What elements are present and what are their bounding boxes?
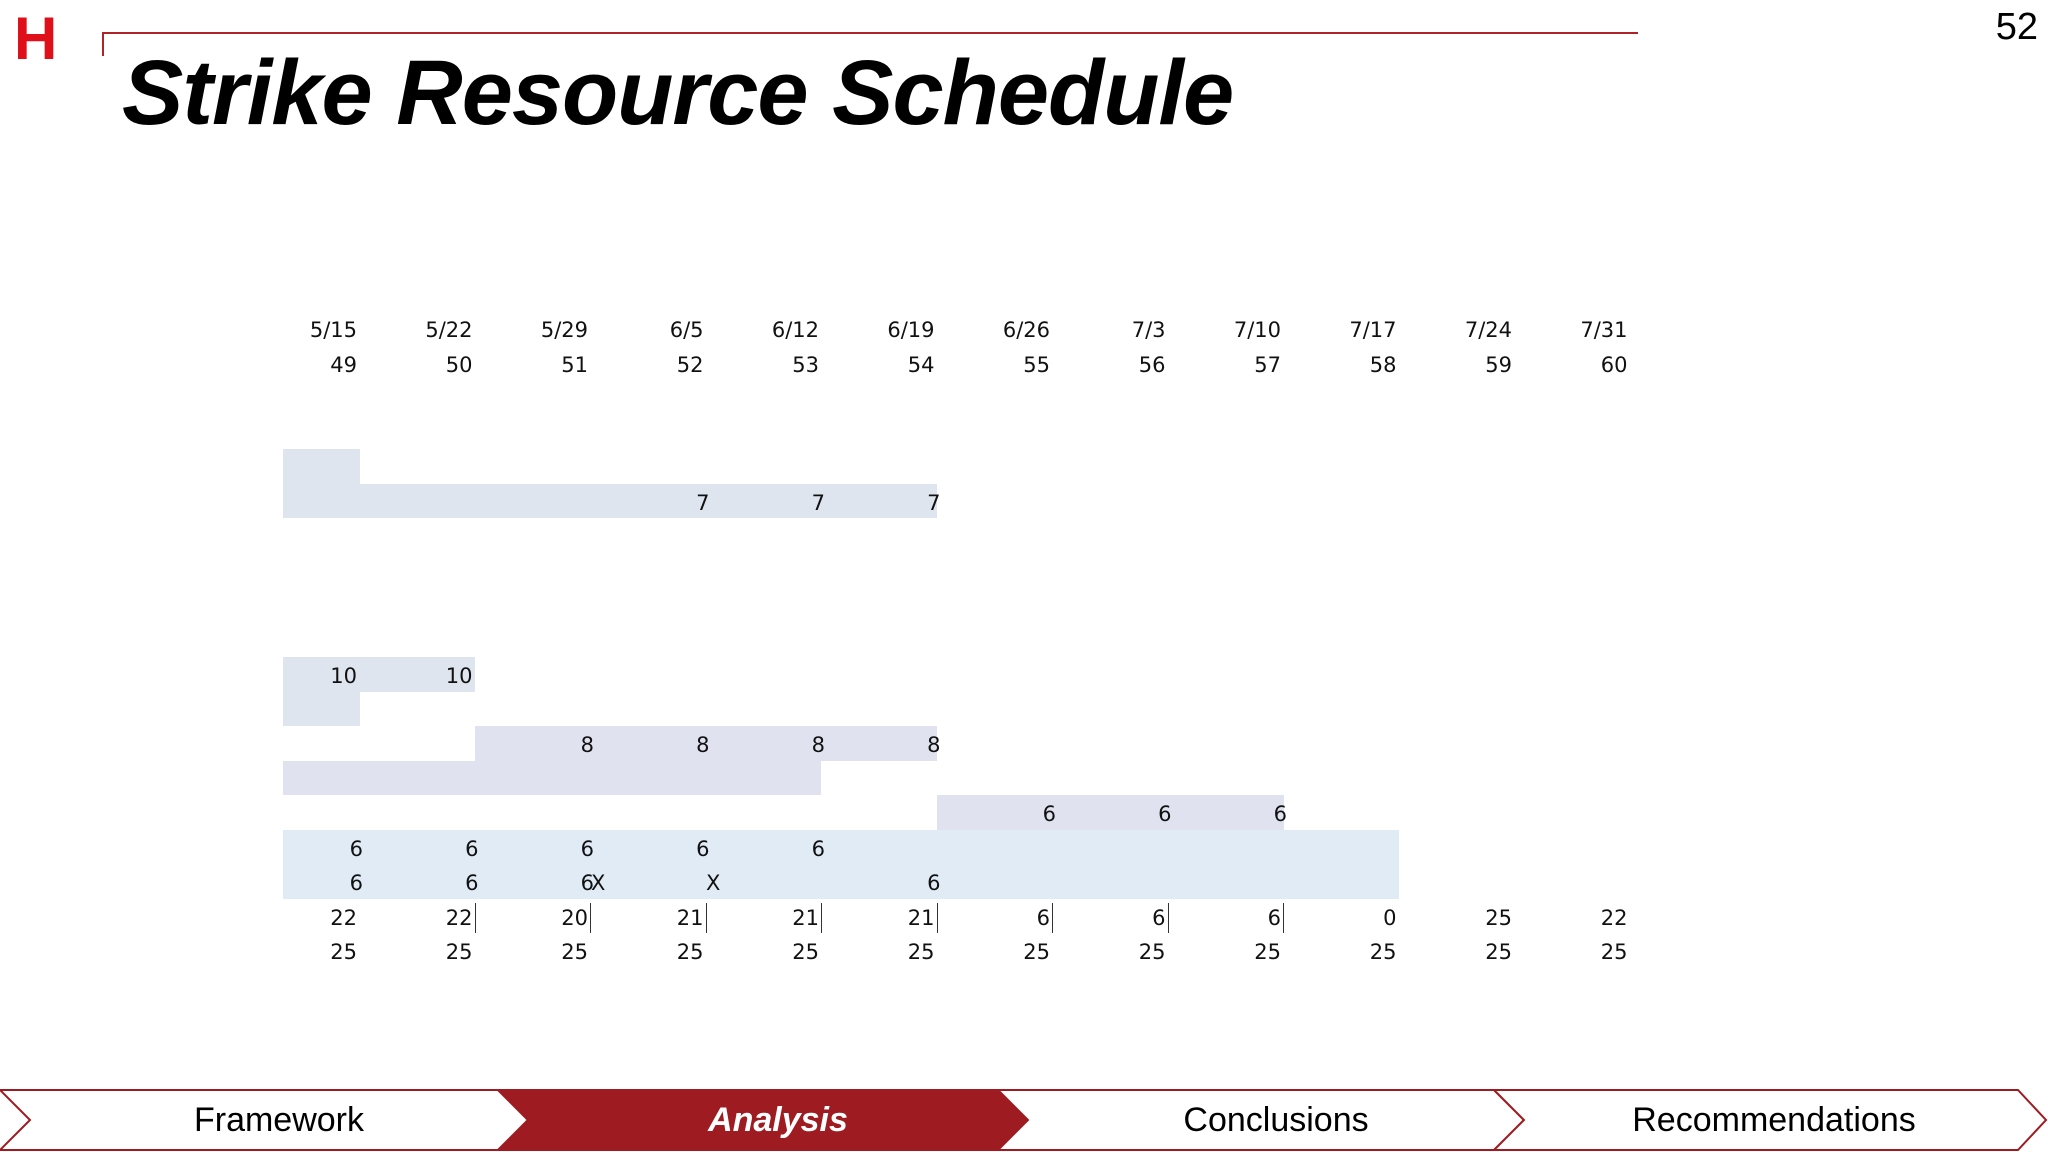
schedule-band <box>283 830 1399 899</box>
title-rule <box>102 32 1638 56</box>
week-number: 49 <box>330 353 357 377</box>
page-title: Strike Resource Schedule <box>122 42 1234 144</box>
total-cell: 6 <box>1036 906 1050 930</box>
capacity-cell: 25 <box>445 940 473 964</box>
date-header: 7/24 <box>1464 318 1512 342</box>
section-nav: Framework Analysis Conclusions Recommend… <box>0 1088 2048 1152</box>
capacity-cell: 25 <box>907 940 935 964</box>
date-header: 7/31 <box>1580 318 1628 342</box>
capacity-cell: 25 <box>676 940 704 964</box>
week-number: 53 <box>792 353 819 377</box>
logo: H <box>14 5 58 72</box>
total-cell: 21 <box>676 906 704 930</box>
date-header: 6/26 <box>1002 318 1050 342</box>
schedule-cell: 6 <box>349 837 363 861</box>
x-mark: X <box>591 871 606 895</box>
schedule-cell: 6 <box>1158 802 1172 826</box>
total-cell: 6 <box>1267 906 1281 930</box>
capacity-cell: 25 <box>1369 940 1397 964</box>
week-number: 55 <box>1023 353 1050 377</box>
schedule-cell: 6 <box>696 837 710 861</box>
capacity-cell: 25 <box>561 940 588 964</box>
date-header: 7/17 <box>1349 318 1397 342</box>
schedule-band <box>475 726 937 761</box>
total-cell: 22 <box>1600 906 1628 930</box>
total-cell: 21 <box>792 906 819 930</box>
week-number: 60 <box>1600 353 1628 377</box>
week-number: 58 <box>1369 353 1397 377</box>
total-separator <box>590 903 591 933</box>
nav-tab-recommendations[interactable]: Recommendations <box>1632 1101 1916 1139</box>
total-cell: 22 <box>330 906 357 930</box>
capacity-cell: 25 <box>330 940 357 964</box>
total-separator <box>821 903 822 933</box>
total-separator <box>937 903 938 933</box>
total-cell: 22 <box>445 906 473 930</box>
section-nav-arrows <box>0 1089 2048 1151</box>
schedule-band <box>283 657 475 692</box>
schedule-band <box>283 761 821 795</box>
nav-tab-analysis[interactable]: Analysis <box>708 1101 848 1139</box>
date-header: 5/22 <box>425 318 473 342</box>
schedule-cell: 7 <box>696 491 710 515</box>
total-separator <box>1168 903 1169 933</box>
total-cell: 20 <box>561 906 588 930</box>
date-header: 6/5 <box>669 318 704 342</box>
schedule-band <box>283 692 360 726</box>
total-cell: 6 <box>1152 906 1166 930</box>
week-number: 50 <box>445 353 473 377</box>
schedule-band <box>283 449 360 484</box>
schedule-cell: 7 <box>811 491 825 515</box>
week-number: 51 <box>561 353 588 377</box>
week-number: 54 <box>907 353 935 377</box>
schedule-cell: 6 <box>927 871 941 895</box>
date-header: 7/10 <box>1233 318 1281 342</box>
schedule-cell: 6 <box>811 837 825 861</box>
date-header: 5/29 <box>540 318 588 342</box>
schedule-cell: 6 <box>465 837 479 861</box>
total-separator <box>706 903 707 933</box>
x-mark: X <box>706 871 721 895</box>
capacity-cell: 25 <box>1485 940 1512 964</box>
schedule-cell: 8 <box>811 733 825 757</box>
schedule-cell: 8 <box>927 733 941 757</box>
schedule-band <box>937 795 1284 830</box>
capacity-cell: 25 <box>1023 940 1050 964</box>
total-separator <box>1283 903 1284 933</box>
date-header: 6/19 <box>887 318 935 342</box>
total-separator <box>475 903 476 933</box>
schedule-cell: 7 <box>927 491 941 515</box>
week-number: 56 <box>1138 353 1166 377</box>
date-header: 6/12 <box>771 318 819 342</box>
schedule-cell: 8 <box>580 733 594 757</box>
date-header: 5/15 <box>309 318 357 342</box>
schedule-cell: 6 <box>1042 802 1056 826</box>
schedule-cell: 6 <box>580 837 594 861</box>
nav-tab-conclusions[interactable]: Conclusions <box>1183 1101 1369 1139</box>
schedule-cell: 10 <box>330 664 357 688</box>
schedule-cell: 8 <box>696 733 710 757</box>
total-cell: 25 <box>1485 906 1512 930</box>
week-number: 57 <box>1254 353 1281 377</box>
schedule-cell: 6 <box>349 871 363 895</box>
week-number: 52 <box>676 353 704 377</box>
week-number: 59 <box>1485 353 1512 377</box>
schedule-band <box>283 484 937 518</box>
capacity-cell: 25 <box>1138 940 1166 964</box>
page-number: 52 <box>1995 6 2038 48</box>
nav-tab-framework[interactable]: Framework <box>193 1101 365 1139</box>
schedule-cell: 6 <box>580 871 594 895</box>
total-cell: 21 <box>907 906 935 930</box>
schedule-cell: 6 <box>1273 802 1287 826</box>
capacity-cell: 25 <box>1254 940 1281 964</box>
schedule-cell: 10 <box>445 664 473 688</box>
total-separator <box>1052 903 1053 933</box>
capacity-cell: 25 <box>1600 940 1628 964</box>
capacity-cell: 25 <box>792 940 819 964</box>
schedule-cell: 6 <box>465 871 479 895</box>
date-header: 7/3 <box>1131 318 1166 342</box>
total-cell: 0 <box>1383 906 1397 930</box>
